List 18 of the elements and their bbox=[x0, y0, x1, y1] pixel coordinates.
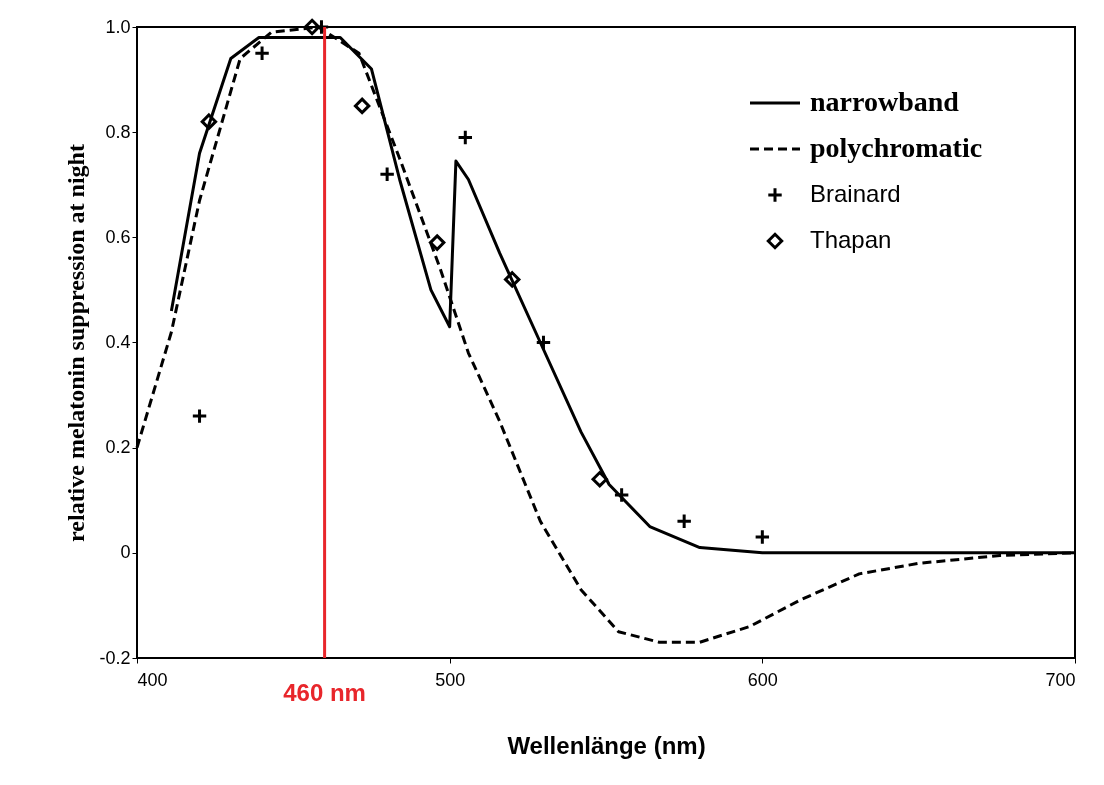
y-tick-label: 0 bbox=[120, 542, 131, 563]
y-tick-label: 1.0 bbox=[105, 16, 131, 37]
x-tick-label: 400 bbox=[137, 669, 168, 690]
legend-label: polychromatic bbox=[810, 132, 983, 163]
x-tick-label: 700 bbox=[1045, 669, 1076, 690]
legend-label: Brainard bbox=[810, 180, 901, 207]
x-axis-title: Wellenlänge (nm) bbox=[507, 731, 706, 759]
y-tick-label: 0.4 bbox=[105, 332, 131, 352]
x-tick-label: 600 bbox=[747, 669, 778, 690]
x-tick-label: 500 bbox=[435, 669, 466, 690]
legend-label: Thapan bbox=[810, 226, 892, 253]
legend-label: narrowband bbox=[810, 86, 960, 117]
y-tick-label: 0.6 bbox=[105, 226, 131, 247]
y-tick-label: 0.2 bbox=[105, 437, 131, 458]
ref-line-label: 460 nm bbox=[283, 679, 366, 706]
y-tick-label: 0.8 bbox=[105, 121, 131, 142]
y-axis-title: relative melatonin suppression at night bbox=[63, 144, 90, 542]
y-tick-label: -0.2 bbox=[99, 647, 131, 668]
